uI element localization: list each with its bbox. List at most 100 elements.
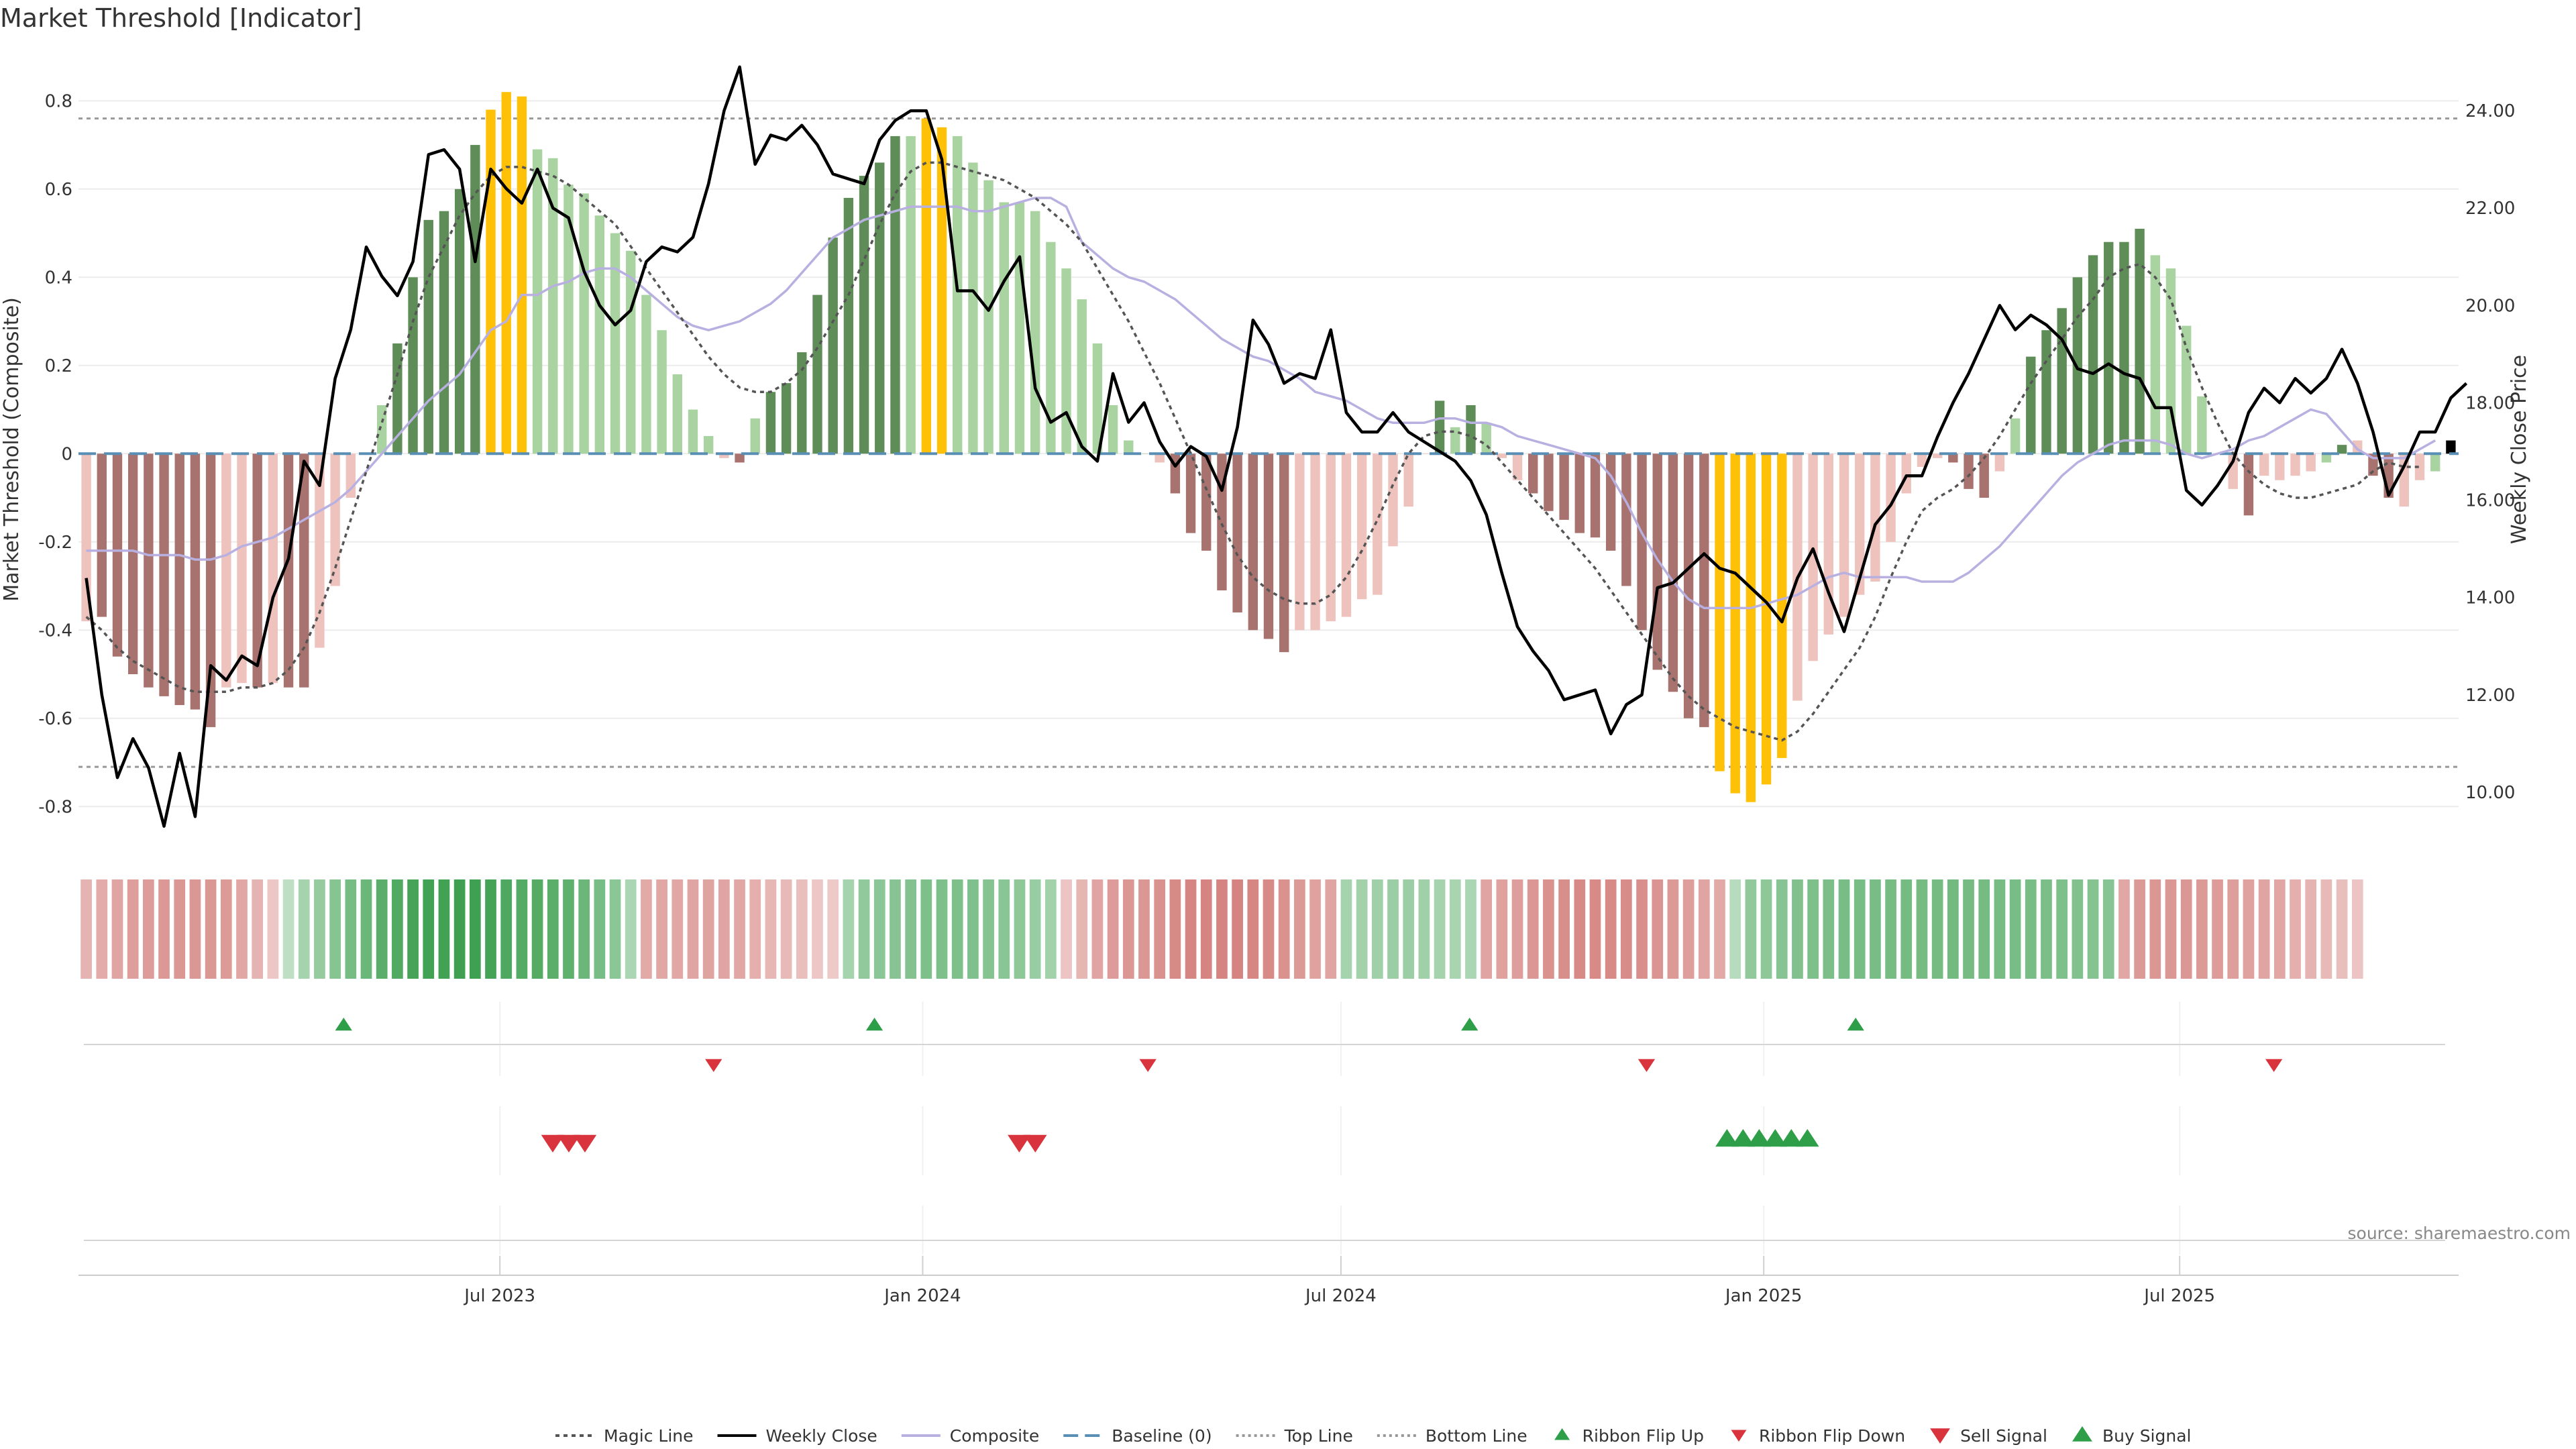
ribbon-cell	[1807, 879, 1819, 979]
histogram-bar	[1077, 299, 1087, 454]
ribbon-cell	[174, 879, 186, 979]
ribbon-cell	[951, 879, 963, 979]
ribbon-cell	[1729, 879, 1741, 979]
ribbon-cell	[873, 879, 885, 979]
ribbon-cell	[625, 879, 637, 979]
ribbon-cell	[843, 879, 855, 979]
buy-signal-marker	[1780, 1129, 1803, 1147]
ribbon-cell	[1667, 879, 1679, 979]
ribbon-cell	[656, 879, 667, 979]
ribbon-cell	[1947, 879, 1959, 979]
y2-tick-label: 16.00	[2465, 491, 2515, 511]
histogram-bar	[1512, 453, 1523, 480]
histogram-bar	[1139, 453, 1149, 454]
histogram-bar	[1248, 453, 1258, 631]
ribbon-cell	[702, 879, 714, 979]
ribbon-cell	[1107, 879, 1119, 979]
ribbon-cell	[1309, 879, 1321, 979]
histogram-bar	[999, 202, 1009, 454]
ribbon-cell	[1232, 879, 1243, 979]
legend-marker	[1930, 1428, 1951, 1444]
legend-label: Ribbon Flip Up	[1582, 1426, 1704, 1446]
ribbon-cell	[345, 879, 357, 979]
ribbon-cell	[1076, 879, 1088, 979]
histogram-bar	[1061, 268, 1071, 454]
ribbon-cell	[2336, 879, 2348, 979]
histogram-bar	[2321, 453, 2332, 463]
ribbon-flip-down-marker	[705, 1059, 722, 1072]
ribbon-cell	[1014, 879, 1026, 979]
legend-label: Baseline (0)	[1112, 1426, 1212, 1446]
ribbon-cell	[1418, 879, 1430, 979]
ribbon-cell	[1931, 879, 1943, 979]
histogram-bar	[921, 118, 932, 454]
ribbon-cell	[2258, 879, 2270, 979]
ribbon-cell	[1885, 879, 1896, 979]
histogram-bar	[112, 453, 123, 657]
histogram-bar	[470, 145, 480, 454]
y2-tick-label: 10.00	[2465, 783, 2515, 803]
ribbon-cell	[796, 879, 808, 979]
histogram-bar	[2104, 241, 2114, 454]
histogram-bar	[174, 453, 184, 706]
buy-signal-marker	[1796, 1129, 1819, 1147]
ribbon-cell	[1682, 879, 1695, 979]
ribbon-cell	[1900, 879, 1913, 979]
histogram-bar	[1761, 453, 1772, 785]
magic-line	[85, 161, 2420, 742]
histogram-bar	[1326, 453, 1336, 622]
y2-tick-label: 12.00	[2465, 686, 2515, 706]
histogram-bar	[1683, 453, 1694, 718]
histogram-bar	[2181, 325, 2192, 454]
histogram-bar	[968, 162, 978, 454]
ribbon-cell	[1449, 879, 1461, 979]
y-axis-label: Market Threshold (Composite)	[0, 297, 23, 602]
histogram-bar	[688, 409, 698, 454]
ribbon-cell	[392, 879, 403, 979]
histogram-bar	[1481, 423, 1491, 454]
sell-signal-marker	[541, 1134, 565, 1152]
histogram-bar	[1263, 453, 1274, 639]
legend-item-magic: Magic Line	[555, 1426, 694, 1446]
x-axis: Jul 2023 Jan 2024 Jul 2024 Jan 2025 Jul 2025	[78, 1256, 2459, 1306]
y-tick-label: 0.6	[45, 180, 72, 200]
ribbon-cell	[516, 879, 528, 979]
histogram-bar	[797, 352, 807, 454]
ribbon-cell	[376, 879, 388, 979]
histogram-bar	[1450, 427, 1460, 454]
ribbon-cell	[1325, 879, 1337, 979]
y-tick-label: -0.6	[38, 709, 72, 729]
ribbon-cell	[687, 879, 699, 979]
ribbon-cell	[1387, 879, 1399, 979]
ribbon-cell	[547, 879, 559, 979]
legend-item-baseline: Baseline (0)	[1063, 1426, 1212, 1446]
histogram-bar	[703, 435, 714, 454]
histogram-bar	[221, 453, 231, 688]
main-panel: 0.8 0.6 0.4 0.2 0 -0.2 -0.4 -0.6 -0.8 24.00 22.00 2…	[38, 65, 2515, 828]
ribbon-cell	[1294, 879, 1305, 979]
y-tick-label: 0.4	[45, 268, 72, 288]
buy-signal-marker	[1748, 1129, 1771, 1147]
ribbon-cell	[1465, 879, 1477, 979]
histogram-bar	[2010, 418, 2021, 454]
ribbon-cell	[1247, 879, 1259, 979]
legend: Magic Line Weekly Close Composite Baseline …	[555, 1426, 2192, 1446]
ribbon-cell	[282, 879, 294, 979]
sell-signal-marker	[1008, 1134, 1031, 1152]
ribbon-cell	[407, 879, 419, 979]
ribbon-cell	[1122, 879, 1134, 979]
histogram-bar	[781, 383, 792, 454]
ribbon-cell	[1511, 879, 1523, 979]
legend-label: Sell Signal	[1960, 1426, 2047, 1446]
ribbon-cell	[531, 879, 543, 979]
ribbon-cell	[1029, 879, 1041, 979]
histogram-bar	[548, 158, 558, 454]
histogram-bar	[1855, 453, 1865, 595]
ribbon-cell	[812, 879, 823, 979]
histogram-bar	[750, 418, 760, 454]
ribbon-cell	[500, 879, 513, 979]
ribbon-cell	[314, 879, 325, 979]
y2-tick-label: 24.00	[2465, 101, 2515, 121]
legend-item-top: Top Line	[1236, 1426, 1353, 1446]
histogram-bar	[330, 453, 340, 586]
